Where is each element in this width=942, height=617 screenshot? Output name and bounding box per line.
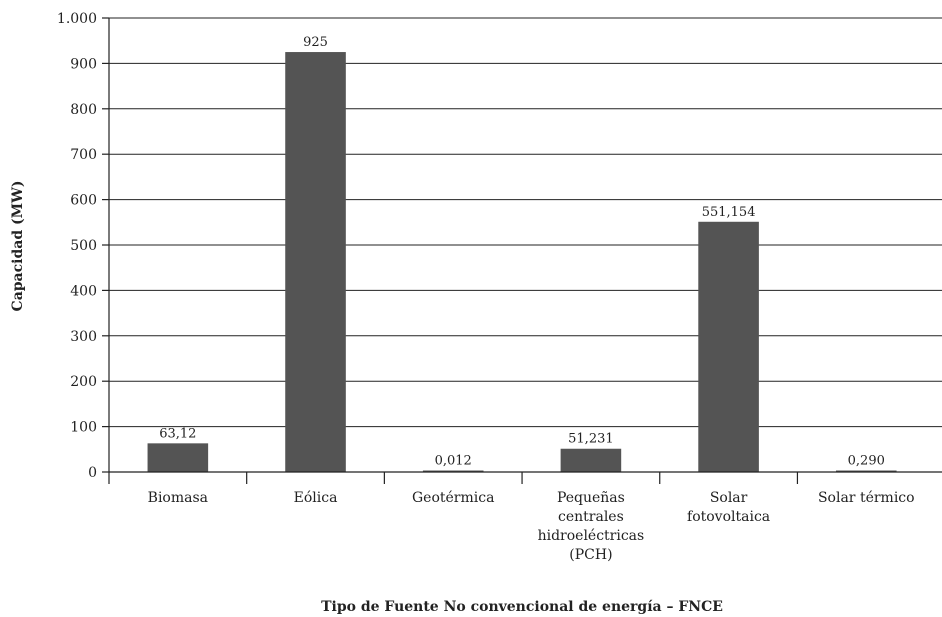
y-tick-label: 700 bbox=[70, 147, 97, 163]
x-tick-label: Eólica bbox=[294, 490, 338, 506]
y-tick-label: 200 bbox=[70, 374, 97, 390]
bars: 63,12 925 0,012 51,231 551,154 0,290 bbox=[147, 35, 897, 473]
y-tick-label: 100 bbox=[70, 420, 97, 436]
y-tick-label: 400 bbox=[70, 283, 97, 299]
y-axis-title: Capacidad (MW) bbox=[10, 181, 26, 312]
bar bbox=[698, 221, 759, 472]
x-tick-label: Solar fotovoltaica bbox=[687, 490, 770, 525]
x-tick-label: Solar térmico bbox=[818, 490, 915, 506]
y-tick-label: 300 bbox=[70, 329, 97, 345]
axes: 0 100 200 300 400 500 600 700 800 900 1.000 Biomasa… bbox=[57, 11, 942, 563]
data-label: 925 bbox=[303, 35, 328, 50]
y-tick-label: 800 bbox=[70, 102, 97, 118]
y-tick-label: 500 bbox=[70, 238, 97, 254]
x-axis-title: Tipo de Fuente No convencional de energí… bbox=[321, 599, 723, 615]
data-label: 51,231 bbox=[568, 432, 614, 447]
data-label: 0,012 bbox=[435, 454, 472, 469]
bar bbox=[147, 443, 209, 472]
y-tick-label: 1.000 bbox=[57, 11, 97, 27]
bar bbox=[422, 470, 484, 472]
y-tick-label: 600 bbox=[70, 193, 97, 209]
bar bbox=[285, 52, 346, 473]
gridlines bbox=[109, 17, 942, 428]
data-label: 63,12 bbox=[159, 426, 196, 441]
bar bbox=[835, 470, 897, 472]
x-tick-label: Biomasa bbox=[148, 490, 208, 506]
y-tick-label: 900 bbox=[70, 56, 97, 72]
x-tick-label: Pequeñas centrales hidroeléctricas (PCH) bbox=[538, 490, 645, 563]
data-label: 0,290 bbox=[848, 454, 885, 469]
y-tick-label: 0 bbox=[88, 465, 97, 481]
x-tick-label: Geotérmica bbox=[412, 490, 494, 506]
bar bbox=[560, 448, 622, 472]
data-label: 551,154 bbox=[702, 205, 756, 220]
